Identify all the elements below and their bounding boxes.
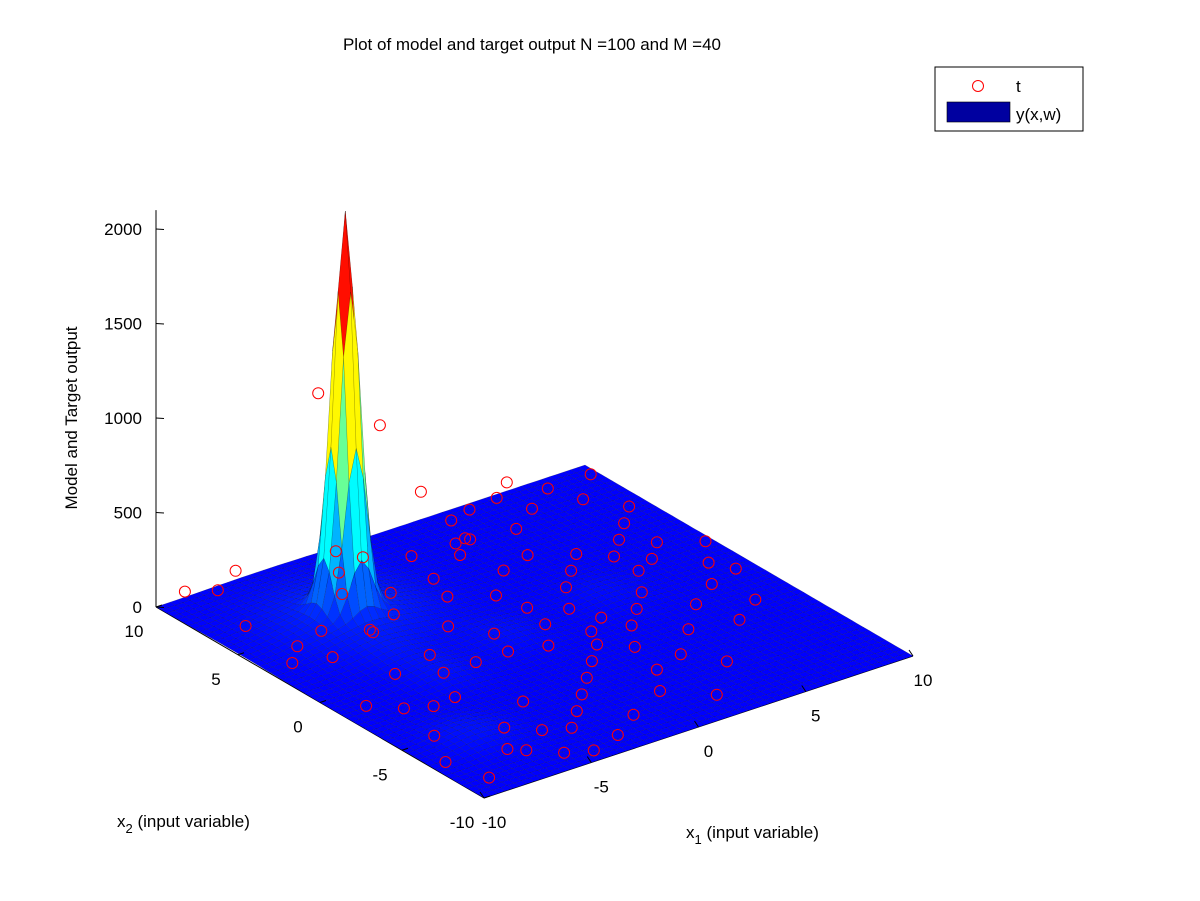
y-tick-label: -10 <box>450 813 475 832</box>
surface-mesh <box>155 210 914 799</box>
y-tick-label: -5 <box>372 765 387 784</box>
z-tick-label: 0 <box>133 598 142 617</box>
z-tick-label: 1000 <box>104 409 142 428</box>
x-tick-label: -5 <box>594 778 609 797</box>
y-tick-label: 5 <box>211 670 220 689</box>
z-tick-label: 1500 <box>104 315 142 334</box>
y-axis-label-sub: 2 <box>126 821 133 836</box>
x-tick-label: 10 <box>914 671 933 690</box>
legend-label-y: y(x,w) <box>1016 105 1061 124</box>
y-tick-label: 0 <box>293 718 302 737</box>
z-tick <box>155 417 165 419</box>
chart-title: Plot of model and target output N =100 a… <box>343 35 721 54</box>
z-tick <box>155 512 165 514</box>
z-axis-label: Model and Target output <box>62 326 81 509</box>
y-axis-label-rest: (input variable) <box>133 812 250 831</box>
z-tick <box>155 323 165 325</box>
x-tick-label: 0 <box>704 742 713 761</box>
z-tick-label: 500 <box>114 504 142 523</box>
y-tick-label: 10 <box>125 622 144 641</box>
x-axis-label-rest: (input variable) <box>702 823 819 842</box>
x-tick-label: 5 <box>811 707 820 726</box>
legend: t y(x,w) <box>934 66 1084 132</box>
x-tick-label: -10 <box>482 813 507 832</box>
x-axis-label-sub: 1 <box>695 832 702 847</box>
z-tick-label: 2000 <box>104 220 142 239</box>
legend-label-t: t <box>1016 77 1021 96</box>
z-tick <box>155 228 165 230</box>
legend-marker-y <box>946 101 1011 123</box>
